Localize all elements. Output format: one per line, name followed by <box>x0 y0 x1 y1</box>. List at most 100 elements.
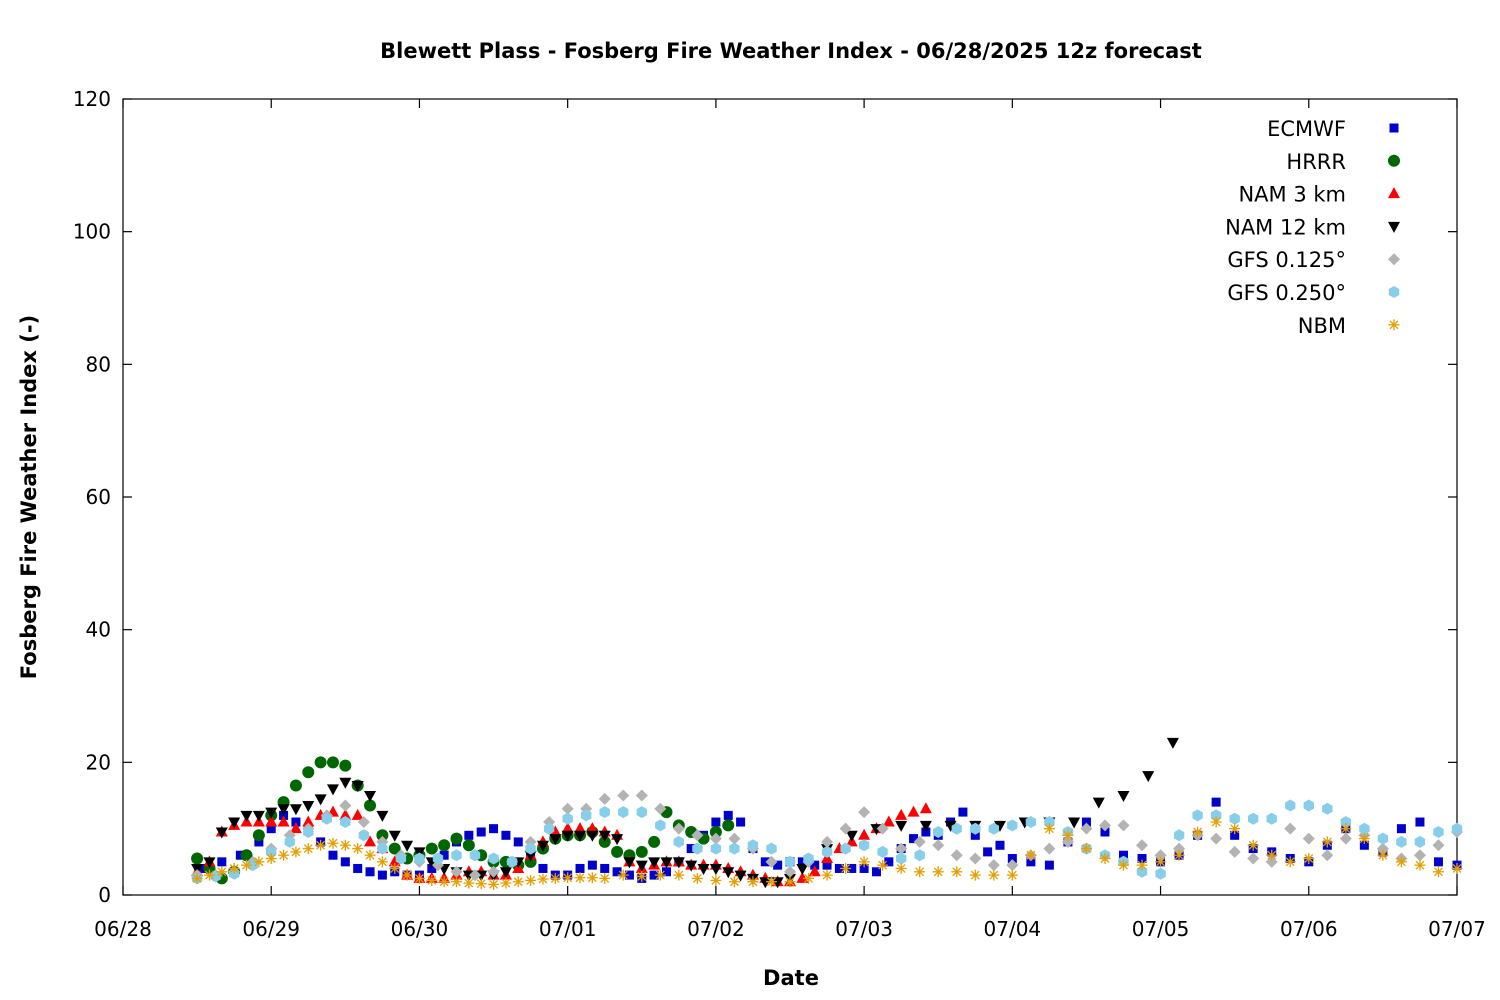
data-point <box>561 802 574 815</box>
plot-area <box>191 737 1463 890</box>
data-point <box>1248 812 1259 825</box>
data-point <box>377 870 387 880</box>
data-point <box>859 863 869 873</box>
data-point <box>1117 819 1130 832</box>
data-point <box>611 834 624 846</box>
chart-title: Blewett Plass - Fosberg Fire Weather Ind… <box>380 39 1202 63</box>
data-point <box>654 869 666 881</box>
data-point <box>969 852 982 865</box>
data-point <box>240 810 253 822</box>
data-point <box>944 820 957 832</box>
data-point <box>1230 830 1240 840</box>
data-point <box>315 839 327 851</box>
data-point <box>469 869 482 882</box>
data-point <box>1321 849 1334 862</box>
data-point <box>871 867 881 877</box>
data-point <box>327 837 339 849</box>
data-point <box>1321 836 1333 848</box>
data-point <box>919 802 932 814</box>
data-point <box>351 781 364 793</box>
data-point <box>499 867 512 879</box>
data-point <box>691 829 704 842</box>
data-point <box>395 852 407 865</box>
data-point <box>1433 826 1444 838</box>
data-point <box>321 812 332 825</box>
data-point <box>1142 771 1155 783</box>
data-point <box>353 863 363 873</box>
data-point <box>618 806 629 819</box>
data-point <box>425 842 438 855</box>
data-point <box>600 863 610 873</box>
data-point <box>1044 816 1055 828</box>
data-point <box>1266 812 1277 825</box>
data-point <box>302 815 315 827</box>
data-point <box>951 866 963 878</box>
data-point <box>279 810 289 820</box>
data-point <box>895 862 907 874</box>
data-point <box>907 805 920 817</box>
data-point <box>933 826 944 838</box>
axis-ticks: 0 20 40 60 80 100 120 06/28 06/29 06/30 07/01 07/02… <box>73 87 1486 941</box>
data-point <box>635 845 648 858</box>
data-point <box>1025 816 1037 828</box>
data-point <box>1415 817 1425 827</box>
data-point <box>464 830 474 840</box>
data-point <box>771 877 784 889</box>
data-point <box>543 822 555 835</box>
data-point <box>469 849 481 862</box>
data-point <box>1155 867 1166 880</box>
data-point <box>921 827 931 837</box>
legend-marker <box>1388 221 1400 233</box>
data-point <box>413 872 425 884</box>
data-point <box>661 867 671 877</box>
data-point <box>932 866 944 878</box>
data-point <box>1136 865 1148 878</box>
data-point <box>1285 799 1296 812</box>
data-point <box>326 784 339 796</box>
data-point <box>988 869 1000 881</box>
data-point <box>1210 832 1223 845</box>
data-point <box>266 824 276 834</box>
data-point <box>1092 797 1105 809</box>
x-tick-label: 07/07 <box>1428 917 1486 941</box>
data-point <box>376 810 389 822</box>
data-point <box>1451 862 1463 874</box>
data-point <box>932 839 945 852</box>
data-point <box>711 817 721 827</box>
data-point <box>692 842 703 855</box>
data-point <box>1043 842 1056 855</box>
data-point <box>685 860 698 872</box>
data-point <box>364 835 377 847</box>
data-point <box>314 794 327 806</box>
data-point <box>1395 856 1407 868</box>
data-point <box>728 832 741 845</box>
x-tick-label: 06/29 <box>242 917 300 941</box>
data-point <box>575 863 585 873</box>
data-point <box>797 857 807 867</box>
data-point <box>858 806 871 819</box>
data-point <box>1173 849 1185 861</box>
data-point <box>734 870 747 882</box>
data-point <box>1359 822 1370 835</box>
data-point <box>549 872 561 884</box>
data-point <box>1432 839 1445 852</box>
y-axis-label: Fosberg Fire Weather Index (-) <box>17 315 41 679</box>
data-point <box>488 852 499 865</box>
data-point <box>562 872 574 884</box>
data-point <box>277 815 290 827</box>
data-point <box>951 822 962 835</box>
data-point <box>377 842 388 855</box>
data-point <box>574 872 586 884</box>
data-point <box>549 834 562 846</box>
data-point <box>302 766 315 779</box>
data-point <box>624 870 634 880</box>
data-point <box>993 820 1006 832</box>
data-point <box>1081 817 1091 827</box>
data-point <box>290 846 302 858</box>
data-point <box>326 756 339 769</box>
data-point <box>388 855 401 867</box>
data-point <box>512 876 524 888</box>
data-point <box>877 845 888 858</box>
data-point <box>1099 853 1111 865</box>
x-tick-label: 07/05 <box>1132 917 1190 941</box>
